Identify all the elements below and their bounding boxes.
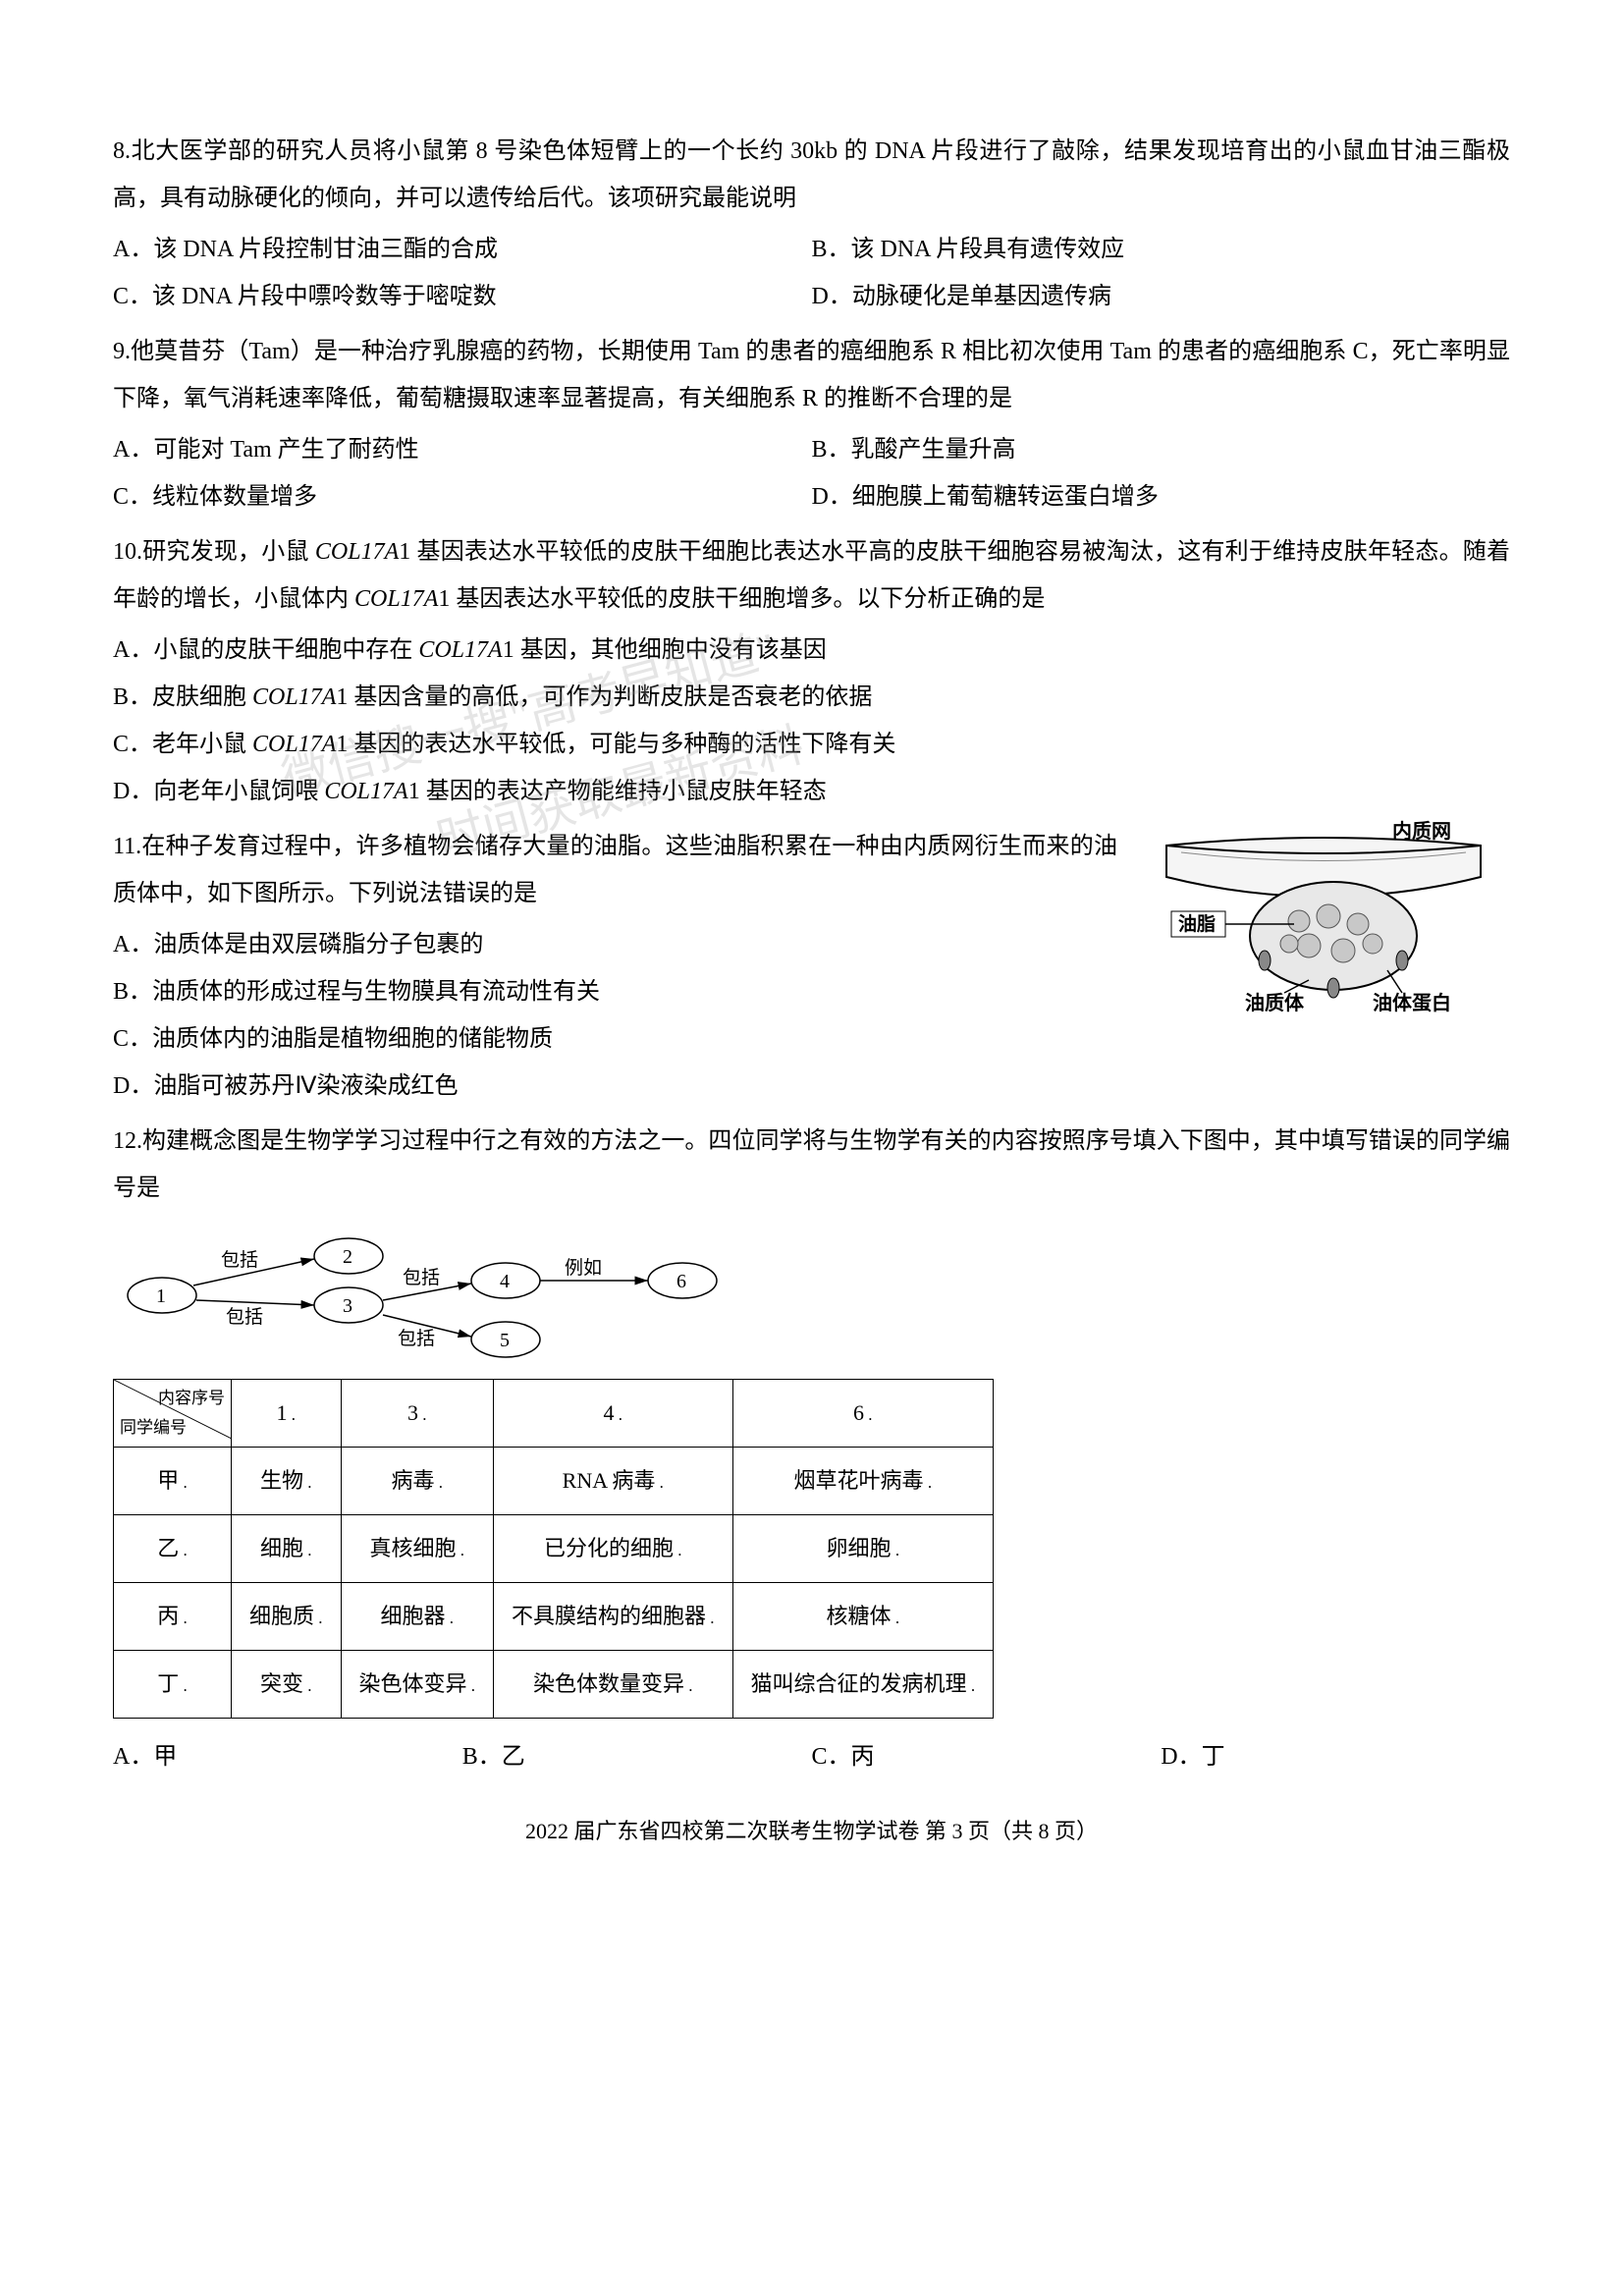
q9-option-a: A．可能对 Tam 产生了耐药性: [113, 426, 812, 473]
q9-options: A．可能对 Tam 产生了耐药性 B．乳酸产生量升高 C．线粒体数量增多 D．细…: [113, 426, 1510, 520]
q8-stem: 8.北大医学部的研究人员将小鼠第 8 号染色体短臂上的一个长约 30kb 的 D…: [113, 128, 1510, 222]
row-bing-1: 细胞质 .: [232, 1583, 342, 1651]
q9-stem: 9.他莫昔芬（Tam）是一种治疗乳腺癌的药物，长期使用 Tam 的患者的癌细胞系…: [113, 328, 1510, 422]
q11-option-d: D．油脂可被苏丹Ⅳ染液染成红色: [113, 1063, 1117, 1110]
q12-option-a: A．甲: [113, 1733, 462, 1780]
row-bing-3: 细胞器 .: [341, 1583, 494, 1651]
svg-text:油体蛋白: 油体蛋白: [1373, 991, 1451, 1014]
q9-option-b: B．乳酸产生量升高: [812, 426, 1511, 473]
q10-option-c: C．老年小鼠 COL17A1 基因的表达水平较低，可能与多种酶的活性下降有关: [113, 721, 1510, 768]
q10-b-post: 1 基因含量的高低，可作为判断皮肤是否衰老的依据: [336, 684, 872, 710]
q10-a-gene: COL17A: [418, 637, 502, 663]
page-footer: 2022 届广东省四校第二次联考生物学试卷 第 3 页（共 8 页）: [113, 1810, 1510, 1853]
svg-text:油脂: 油脂: [1178, 913, 1216, 935]
q10-b-pre: B．皮肤细胞: [113, 684, 252, 710]
table-row: 乙 . 细胞 . 真核细胞 . 已分化的细胞 . 卵细胞 .: [114, 1515, 994, 1583]
table-row: 甲 . 生物 . 病毒 . RNA 病毒 . 烟草花叶病毒 .: [114, 1448, 994, 1515]
row-bing-6: 核糖体 .: [732, 1583, 994, 1651]
q10-c-post: 1 基因的表达水平较低，可能与多种酶的活性下降有关: [336, 732, 895, 757]
q10-options: A．小鼠的皮肤干细胞中存在 COL17A1 基因，其他细胞中没有该基因 B．皮肤…: [113, 627, 1510, 815]
row-jia-3: 病毒 .: [341, 1448, 494, 1515]
row-ding-1: 突变 .: [232, 1651, 342, 1719]
row-ding-label: 丁 .: [114, 1651, 232, 1719]
row-yi-label: 乙 .: [114, 1515, 232, 1583]
q11-option-b: B．油质体的形成过程与生物膜具有流动性有关: [113, 968, 1117, 1015]
q12-options: A．甲 B．乙 C．丙 D．丁: [113, 1733, 1510, 1780]
table-row: 丁 . 突变 . 染色体变异 . 染色体数量变异 . 猫叫综合征的发病机理 .: [114, 1651, 994, 1719]
row-jia-1: 生物 .: [232, 1448, 342, 1515]
q9-option-c: C．线粒体数量增多: [113, 473, 812, 520]
table-row: 丙 . 细胞质 . 细胞器 . 不具膜结构的细胞器 . 核糖体 .: [114, 1583, 994, 1651]
q12-option-b: B．乙: [462, 1733, 812, 1780]
row-yi-3: 真核细胞 .: [341, 1515, 494, 1583]
q10-stem-1: 10.研究发现，小鼠: [113, 539, 315, 565]
svg-text:例如: 例如: [565, 1257, 602, 1279]
q12-stem: 12.构建概念图是生物学学习过程中行之有效的方法之一。四位同学将与生物学有关的内…: [113, 1118, 1510, 1212]
svg-text:包括: 包括: [221, 1249, 258, 1271]
q10-b-gene: COL17A: [252, 684, 336, 710]
q11-option-c: C．油质体内的油脂是植物细胞的储能物质: [113, 1015, 1117, 1063]
row-jia-6: 烟草花叶病毒 .: [732, 1448, 994, 1515]
q10-d-post: 1 基因的表达产物能维持小鼠皮肤年轻态: [408, 779, 827, 804]
q11-option-a: A．油质体是由双层磷脂分子包裹的: [113, 921, 1117, 968]
q10-gene-2: COL17A: [354, 586, 438, 612]
q10-option-a: A．小鼠的皮肤干细胞中存在 COL17A1 基因，其他细胞中没有该基因: [113, 627, 1510, 674]
q8-options: A．该 DNA 片段控制甘油三酯的合成 B．该 DNA 片段具有遗传效应 C．该…: [113, 226, 1510, 320]
row-yi-6: 卵细胞 .: [732, 1515, 994, 1583]
q10-stem-3: 1 基因表达水平较低的皮肤干细胞增多。以下分析正确的是: [438, 586, 1045, 612]
header-top: 内容序号: [158, 1382, 225, 1415]
q12-option-c: C．丙: [812, 1733, 1162, 1780]
svg-text:6: 6: [676, 1271, 686, 1292]
svg-text:2: 2: [343, 1246, 352, 1268]
row-jia-label: 甲 .: [114, 1448, 232, 1515]
q10-stem: 10.研究发现，小鼠 COL17A1 基因表达水平较低的皮肤干细胞比表达水平高的…: [113, 528, 1510, 623]
svg-text:包括: 包括: [398, 1328, 435, 1349]
row-bing-label: 丙 .: [114, 1583, 232, 1651]
q8-option-d: D．动脉硬化是单基因遗传病: [812, 273, 1511, 320]
row-ding-4: 染色体数量变异 .: [494, 1651, 733, 1719]
q10-option-b: B．皮肤细胞 COL17A1 基因含量的高低，可作为判断皮肤是否衰老的依据: [113, 674, 1510, 721]
q10-d-gene: COL17A: [324, 779, 407, 804]
col-3: 3 .: [341, 1380, 494, 1448]
row-yi-4: 已分化的细胞 .: [494, 1515, 733, 1583]
col-6: 6 .: [732, 1380, 994, 1448]
q8-option-a: A．该 DNA 片段控制甘油三酯的合成: [113, 226, 812, 273]
q10-gene-1: COL17A: [315, 539, 399, 565]
svg-text:5: 5: [500, 1330, 510, 1351]
q10-c-pre: C．老年小鼠: [113, 732, 252, 757]
svg-text:3: 3: [343, 1295, 352, 1317]
q11-options: A．油质体是由双层磷脂分子包裹的 B．油质体的形成过程与生物膜具有流动性有关 C…: [113, 921, 1117, 1110]
q12-flowchart: 1 2 3 4 5 6 包括 包括 包括 包括 例如: [113, 1227, 1510, 1364]
q10-option-d: D．向老年小鼠饲喂 COL17A1 基因的表达产物能维持小鼠皮肤年轻态: [113, 768, 1510, 815]
q9-option-d: D．细胞膜上葡萄糖转运蛋白增多: [812, 473, 1511, 520]
table-header-diag: 内容序号 同学编号: [114, 1380, 232, 1448]
col-4: 4 .: [494, 1380, 733, 1448]
er-label: 内质网: [1392, 819, 1451, 843]
svg-text:包括: 包括: [226, 1306, 263, 1328]
q10-a-post: 1 基因，其他细胞中没有该基因: [503, 637, 827, 663]
q10-a-pre: A．小鼠的皮肤干细胞中存在: [113, 637, 418, 663]
svg-text:4: 4: [500, 1271, 510, 1292]
header-bottom: 同学编号: [120, 1411, 187, 1445]
q8-option-c: C．该 DNA 片段中嘌呤数等于嘧啶数: [113, 273, 812, 320]
q11-diagram: 内质网 油脂 油质体 油体蛋白: [1137, 818, 1510, 1031]
row-bing-4: 不具膜结构的细胞器 .: [494, 1583, 733, 1651]
q12-table: 内容序号 同学编号 1 . 3 . 4 . 6 . 甲 . 生物 . 病毒 . …: [113, 1379, 994, 1719]
svg-text:1: 1: [156, 1285, 166, 1307]
row-ding-6: 猫叫综合征的发病机理 .: [732, 1651, 994, 1719]
svg-text:包括: 包括: [403, 1267, 440, 1288]
col-1: 1 .: [232, 1380, 342, 1448]
row-yi-1: 细胞 .: [232, 1515, 342, 1583]
q12-option-d: D．丁: [1161, 1733, 1510, 1780]
q10-c-gene: COL17A: [252, 732, 336, 757]
q8-option-b: B．该 DNA 片段具有遗传效应: [812, 226, 1511, 273]
row-ding-3: 染色体变异 .: [341, 1651, 494, 1719]
svg-text:油质体: 油质体: [1245, 991, 1305, 1014]
q10-d-pre: D．向老年小鼠饲喂: [113, 779, 324, 804]
row-jia-4: RNA 病毒 .: [494, 1448, 733, 1515]
